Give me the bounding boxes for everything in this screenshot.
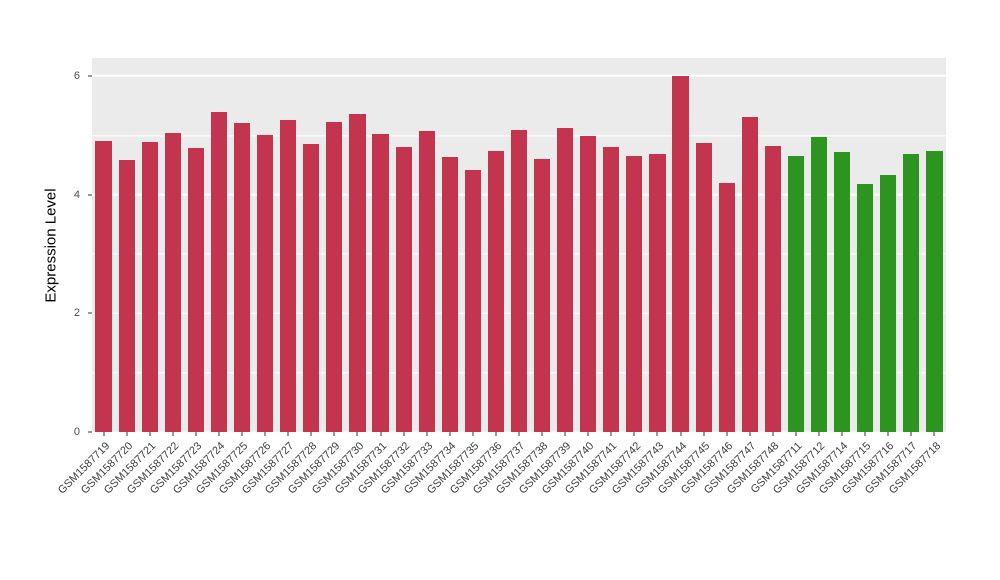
x-tick-mark-GSM1587730 xyxy=(356,432,358,436)
x-tick-mark-GSM1587715 xyxy=(864,432,866,436)
x-tick-mark-GSM1587727 xyxy=(287,432,289,436)
bar-GSM1587717 xyxy=(903,154,920,432)
x-tick-mark-GSM1587743 xyxy=(656,432,658,436)
x-tick-mark-GSM1587734 xyxy=(449,432,451,436)
y-tick-mark-6 xyxy=(88,75,92,77)
bar-GSM1587747 xyxy=(741,117,758,432)
bar-GSM1587720 xyxy=(118,160,135,432)
y-tick-label-6: 6 xyxy=(73,69,80,82)
bar-GSM1587733 xyxy=(418,131,435,432)
x-tick-mark-GSM1587721 xyxy=(149,432,151,436)
x-tick-mark-GSM1587739 xyxy=(564,432,566,436)
x-tick-mark-GSM1587741 xyxy=(610,432,612,436)
bar-GSM1587715 xyxy=(857,183,874,432)
x-tick-mark-GSM1587746 xyxy=(726,432,728,436)
bar-GSM1587746 xyxy=(718,182,735,432)
x-tick-mark-GSM1587732 xyxy=(403,432,405,436)
x-tick-mark-GSM1587748 xyxy=(772,432,774,436)
bar-GSM1587745 xyxy=(695,142,712,432)
bar-GSM1587729 xyxy=(326,121,343,432)
x-tick-mark-GSM1587717 xyxy=(910,432,912,436)
bar-GSM1587730 xyxy=(349,114,366,432)
x-tick-mark-GSM1587712 xyxy=(818,432,820,436)
x-tick-mark-GSM1587736 xyxy=(495,432,497,436)
bar-GSM1587740 xyxy=(580,136,597,432)
x-tick-mark-GSM1587735 xyxy=(472,432,474,436)
bar-GSM1587728 xyxy=(303,144,320,432)
bar-GSM1587721 xyxy=(141,142,158,432)
y-tick-mark-0 xyxy=(88,431,92,433)
bar-GSM1587731 xyxy=(372,134,389,432)
bar-GSM1587719 xyxy=(95,141,112,432)
bar-GSM1587734 xyxy=(441,157,458,432)
y-tick-label-4: 4 xyxy=(73,188,80,201)
bar-GSM1587744 xyxy=(672,76,689,432)
x-tick-mark-GSM1587745 xyxy=(703,432,705,436)
x-axis: GSM1587719 GSM1587720 GSM1587721 GSM1587722… xyxy=(56,432,946,580)
bar-GSM1587723 xyxy=(187,148,204,432)
gridline-major xyxy=(92,75,946,77)
x-tick-mark-GSM1587729 xyxy=(333,432,335,436)
bar-GSM1587738 xyxy=(534,158,551,432)
bar-GSM1587736 xyxy=(487,151,504,432)
bar-GSM1587724 xyxy=(210,112,228,432)
x-tick-mark-GSM1587722 xyxy=(172,432,174,436)
x-tick-mark-GSM1587716 xyxy=(887,432,889,436)
x-tick-mark-GSM1587714 xyxy=(841,432,843,436)
x-tick-mark-GSM1587724 xyxy=(218,432,220,436)
bar-GSM1587742 xyxy=(626,155,643,432)
x-tick-mark-GSM1587718 xyxy=(933,432,935,436)
x-tick-mark-GSM1587740 xyxy=(587,432,589,436)
x-tick-mark-GSM1587719 xyxy=(103,432,105,436)
bar-GSM1587716 xyxy=(880,174,897,432)
y-tick-label-2: 2 xyxy=(73,307,80,320)
x-tick-mark-GSM1587728 xyxy=(310,432,312,436)
bar-GSM1587748 xyxy=(764,145,781,432)
x-tick-mark-GSM1587725 xyxy=(241,432,243,436)
bar-GSM1587727 xyxy=(280,120,297,432)
bar-GSM1587712 xyxy=(810,136,828,432)
y-tick-mark-2 xyxy=(88,312,92,314)
bar-GSM1587718 xyxy=(926,151,943,432)
bar-GSM1587741 xyxy=(603,147,620,432)
y-axis: 0 2 4 6 xyxy=(0,58,92,438)
bar-GSM1587737 xyxy=(510,130,528,432)
x-tick-mark-GSM1587738 xyxy=(541,432,543,436)
bar-GSM1587714 xyxy=(834,151,851,432)
x-tick-mark-GSM1587747 xyxy=(749,432,751,436)
bar-GSM1587725 xyxy=(233,123,251,432)
x-tick-mark-GSM1587742 xyxy=(633,432,635,436)
x-tick-mark-GSM1587731 xyxy=(380,432,381,436)
bar-GSM1587722 xyxy=(164,133,181,432)
x-tick-mark-GSM1587711 xyxy=(795,432,797,436)
bar-GSM1587739 xyxy=(557,128,574,432)
x-tick-mark-GSM1587737 xyxy=(518,432,520,436)
bar-GSM1587726 xyxy=(257,135,274,432)
bar-GSM1587732 xyxy=(395,147,412,432)
y-tick-mark-4 xyxy=(88,194,92,196)
x-tick-mark-GSM1587744 xyxy=(680,432,682,436)
x-tick-mark-GSM1587726 xyxy=(264,432,266,436)
bar-GSM1587743 xyxy=(649,154,666,432)
x-tick-mark-GSM1587733 xyxy=(426,432,428,436)
y-tick-label-0: 0 xyxy=(73,426,80,438)
bar-GSM1587711 xyxy=(787,155,805,432)
bar-GSM1587735 xyxy=(464,170,481,432)
plot-area xyxy=(92,58,946,432)
x-tick-mark-GSM1587723 xyxy=(195,432,197,436)
x-tick-mark-GSM1587720 xyxy=(126,432,128,436)
